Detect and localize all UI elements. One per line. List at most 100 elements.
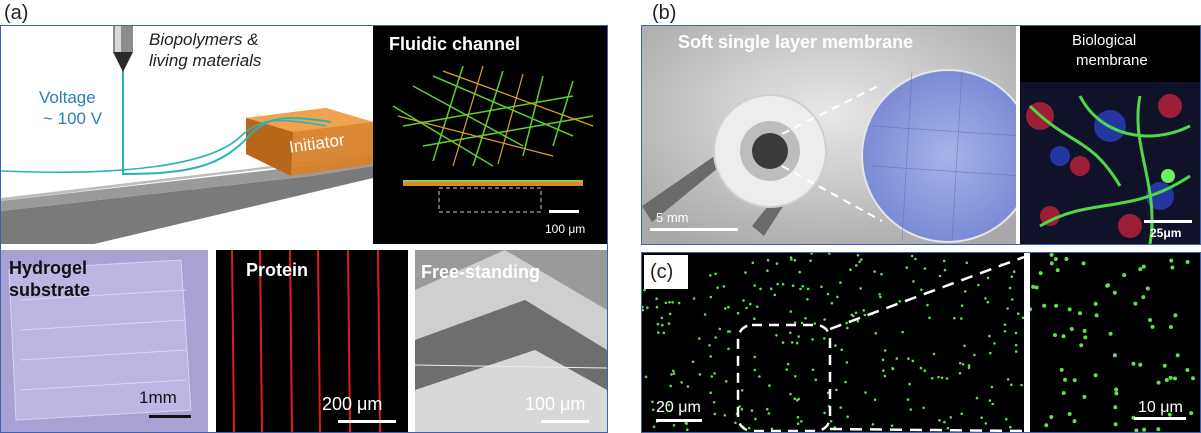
protein-fibers	[231, 250, 381, 432]
cell-dot	[1078, 311, 1082, 316]
cell-dot	[680, 381, 683, 384]
cell-dot	[895, 357, 899, 360]
panel-label-c: (c)	[650, 261, 674, 283]
cell-dot	[793, 258, 797, 262]
cell-dot	[1082, 328, 1087, 333]
cell-dot	[810, 253, 813, 255]
cell-dot	[642, 308, 644, 312]
cell-dot	[718, 327, 722, 331]
nozzle-caption-line2: living materials	[149, 51, 262, 70]
cell-dot	[667, 322, 671, 325]
cell-dot	[789, 256, 793, 259]
hydrogel-title-line1: Hydrogel	[9, 258, 88, 278]
cell-dot	[1141, 295, 1146, 300]
cell-dot	[1142, 427, 1147, 432]
cell-dot	[1108, 331, 1113, 336]
cell-dot	[669, 384, 672, 388]
cell-dot	[662, 331, 666, 335]
cell-dot	[1020, 383, 1023, 387]
cell-dot	[1049, 261, 1054, 266]
cell-dot	[878, 293, 881, 296]
cell-dot	[923, 369, 927, 372]
cell-dot	[942, 259, 946, 263]
cell-dot	[1049, 253, 1054, 257]
cell-dot	[980, 416, 983, 419]
cell-dot	[1162, 363, 1167, 368]
cell-dot	[863, 313, 867, 317]
cell-dot	[840, 348, 843, 351]
cell-dot	[890, 424, 894, 427]
cell-dot	[937, 375, 940, 379]
cell-dot	[686, 428, 689, 431]
protein-title: Protein	[246, 260, 309, 280]
cell-dot	[672, 372, 676, 375]
cell-dot	[716, 286, 719, 289]
cell-dot	[714, 272, 717, 276]
hydrogel-texture	[1, 250, 208, 432]
cell-dot	[963, 344, 966, 348]
cell-dot	[775, 262, 779, 265]
cell-dot	[768, 384, 771, 387]
cell-right-scale-label: 10 μm	[1138, 399, 1183, 416]
cell-dot	[1122, 273, 1127, 278]
cell-dot	[742, 299, 745, 302]
cell-dot	[991, 402, 994, 406]
cell-dot	[1114, 387, 1119, 392]
cell-dot	[759, 287, 762, 291]
cell-dot	[668, 301, 671, 304]
cell-dot	[708, 344, 711, 347]
cell-dot	[1072, 419, 1077, 424]
cell-dot	[656, 322, 660, 326]
protein-scale-label: 200 μm	[322, 394, 383, 414]
cell-dot	[643, 288, 646, 292]
cell-dot	[1014, 350, 1018, 353]
cell-dot	[798, 270, 801, 274]
cell-dot	[1156, 380, 1161, 385]
cell-dot	[958, 372, 962, 375]
cell-dot	[1133, 301, 1138, 306]
cell-dot	[1010, 383, 1013, 387]
cell-dot	[880, 272, 883, 276]
cell-dot	[1167, 412, 1172, 417]
cell-dot	[793, 397, 797, 400]
cell-dot	[753, 355, 756, 359]
protein-scale-bar	[338, 420, 396, 423]
cell-dot	[1055, 268, 1060, 273]
cell-dot	[698, 337, 701, 340]
membrane-title: Soft single layer membrane	[678, 32, 914, 52]
cell-dot	[901, 330, 904, 334]
cell-dot	[858, 260, 861, 264]
cell-dot	[882, 369, 885, 372]
cell-dot	[799, 287, 802, 291]
membrane-photo	[642, 26, 1016, 244]
cell-dot	[672, 424, 676, 427]
cell-dot	[826, 292, 830, 296]
cell-dot	[938, 274, 942, 278]
cell-dot	[988, 399, 992, 402]
cell-dot	[1006, 378, 1010, 381]
cell-dot	[823, 337, 826, 340]
cell-dot	[781, 341, 785, 344]
cell-dot	[786, 362, 790, 366]
freestanding-texture	[415, 250, 607, 432]
cell-dot	[823, 411, 826, 415]
cell-dot	[740, 407, 744, 411]
cell-dot	[1185, 368, 1190, 372]
cell-dot	[940, 376, 944, 380]
cell-dot	[1017, 312, 1020, 315]
biological-membrane-panel: Biological membrane 25μm	[1020, 26, 1200, 244]
cell-dot	[655, 305, 659, 309]
cell-dot	[993, 342, 996, 345]
cell-dot	[1112, 290, 1117, 295]
cell-dot	[829, 419, 833, 423]
cell-dot	[698, 373, 702, 376]
cell-dot	[753, 317, 756, 320]
cell-dot	[839, 406, 842, 409]
cell-dot	[1112, 353, 1117, 358]
cell-dot	[1061, 334, 1066, 339]
cell-dot	[1113, 405, 1118, 410]
cell-dot	[795, 341, 799, 345]
cell-dot	[773, 293, 777, 297]
cell-dot	[755, 305, 759, 308]
cell-dot	[943, 420, 946, 424]
